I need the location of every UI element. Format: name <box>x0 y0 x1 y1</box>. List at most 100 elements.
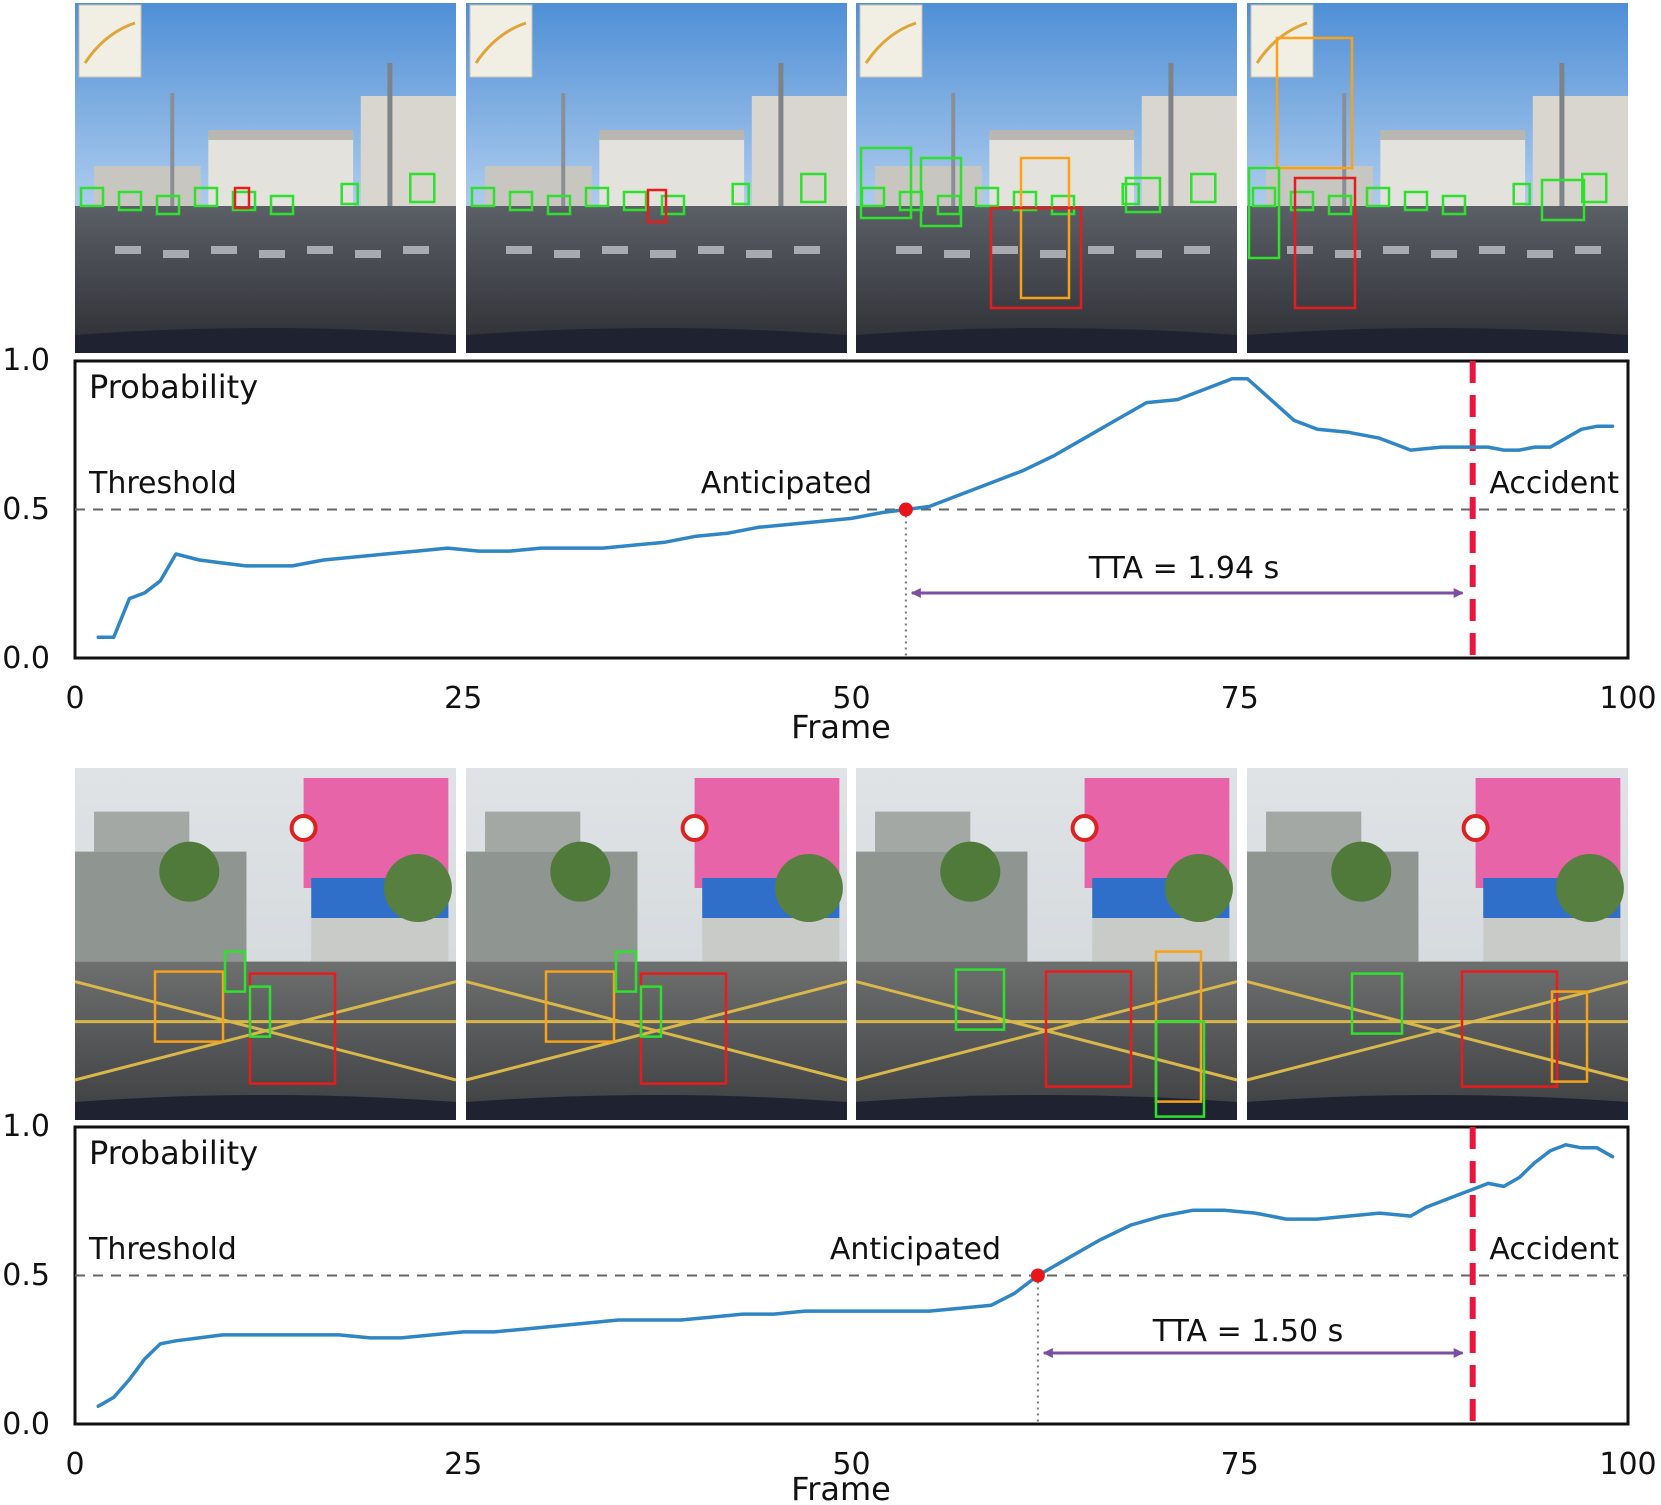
detection-box-green <box>800 172 827 204</box>
detection-box-green <box>614 950 638 993</box>
anticipated-label: Anticipated <box>701 466 872 501</box>
detection-box-green <box>409 172 436 204</box>
detection-box-orange <box>544 970 616 1043</box>
crosswalk-stripe <box>307 246 333 254</box>
building <box>875 811 971 852</box>
y-axis-label: Probability <box>89 1134 258 1172</box>
crosswalk-stripe <box>944 250 970 258</box>
pole <box>951 93 956 206</box>
pole <box>387 63 393 206</box>
accident-probability-chart-1: Probability Threshold Anticipated Accide… <box>2 343 1656 746</box>
station-logo <box>1070 814 1099 842</box>
detection-box-red <box>989 206 1083 310</box>
accident-probability-chart-2: Probability Threshold Anticipated Accide… <box>2 1109 1656 1505</box>
dashboard <box>1247 328 1628 353</box>
map-road <box>864 21 917 64</box>
building <box>1266 811 1362 852</box>
dashcam-strip-sequence-1 <box>75 3 1628 353</box>
detection-box-orange <box>1019 156 1071 300</box>
x-tick-labels: 0 25 50 75 100 <box>65 681 1656 716</box>
pole <box>1559 63 1565 206</box>
building-roof <box>1380 130 1526 140</box>
detection-box-green <box>508 190 534 212</box>
detection-box-green <box>919 156 963 228</box>
detection-box-green <box>1512 182 1531 206</box>
detection-box-red <box>233 186 251 210</box>
detection-box-green <box>1154 1020 1206 1118</box>
x-axis-label: Frame <box>791 1470 891 1505</box>
tta-label: TTA = 1.50 s <box>1152 1314 1344 1349</box>
pole <box>561 93 566 206</box>
crosswalk-stripe <box>1335 250 1361 258</box>
crosswalk-stripe <box>650 250 676 258</box>
detection-box-green <box>1327 194 1353 216</box>
station-logo <box>289 814 318 842</box>
map-inset <box>1250 4 1314 78</box>
detection-box-green <box>1289 190 1315 212</box>
detection-box-green <box>223 950 247 993</box>
chart-marks <box>75 1127 1628 1424</box>
detection-box-green <box>1121 182 1140 206</box>
crosswalk-stripe <box>992 246 1018 254</box>
station-logo <box>680 814 709 842</box>
station-logo <box>1461 814 1490 842</box>
detection-box-red <box>646 188 668 224</box>
crosswalk-stripe <box>1088 246 1114 254</box>
accident-label: Accident <box>1489 1232 1619 1267</box>
crosswalk-stripe <box>1383 246 1409 254</box>
accident-label: Accident <box>1489 466 1619 501</box>
dashcam-frame <box>74 768 457 1120</box>
x-tick-labels: 0 25 50 75 100 <box>65 1447 1656 1482</box>
tree <box>1555 854 1624 922</box>
detection-box-green <box>1050 194 1076 216</box>
map-inset <box>469 4 533 78</box>
detection-box-green <box>1540 178 1586 222</box>
building <box>94 166 201 206</box>
crosswalk-stripe <box>211 246 237 254</box>
tree <box>774 854 843 922</box>
x-tick-label: 25 <box>444 681 482 716</box>
dashcam-frame <box>1247 3 1628 353</box>
x-tick-label: 0 <box>65 681 84 716</box>
tree <box>383 854 452 922</box>
detection-box-green <box>1403 190 1429 212</box>
crosswalk-stripe <box>746 250 772 258</box>
probability-line <box>96 377 1615 639</box>
building <box>360 96 456 206</box>
y-tick-label: 0.0 <box>2 1407 50 1442</box>
dashboard <box>75 1095 456 1120</box>
detection-box-green <box>622 190 648 212</box>
dashboard <box>75 328 456 353</box>
x-tick-label: 75 <box>1221 1447 1259 1482</box>
detection-box-green <box>117 190 143 212</box>
crosswalk-stripe <box>602 246 628 254</box>
pole <box>170 93 175 206</box>
detection-box-red <box>1293 176 1357 310</box>
detection-box-green <box>1350 972 1404 1035</box>
detection-box-green <box>1124 176 1162 214</box>
crosswalk-stripe <box>896 246 922 254</box>
threshold-label: Threshold <box>88 466 237 501</box>
map-road <box>474 21 527 64</box>
detection-box-green <box>1251 186 1277 208</box>
crosswalk-stripe <box>1184 246 1210 254</box>
road <box>75 961 456 1120</box>
crosswalk-stripe <box>1040 250 1066 258</box>
building <box>1141 96 1237 206</box>
crosswalk-stripe <box>403 246 429 254</box>
dashcam-frame <box>856 3 1237 353</box>
building <box>751 96 847 206</box>
detection-box-green <box>470 186 496 208</box>
detection-box-green <box>859 146 913 220</box>
building <box>485 811 581 852</box>
chart-marks <box>75 361 1628 658</box>
building-roof <box>989 130 1135 140</box>
x-tick-label: 50 <box>832 1447 870 1482</box>
map-inset <box>859 4 923 78</box>
building <box>875 166 982 206</box>
anticipated-point <box>898 502 913 517</box>
dashboard <box>856 1095 1237 1120</box>
detection-box-orange <box>1550 990 1589 1083</box>
gas-station <box>702 918 840 962</box>
anticipated-point <box>1030 1268 1045 1283</box>
